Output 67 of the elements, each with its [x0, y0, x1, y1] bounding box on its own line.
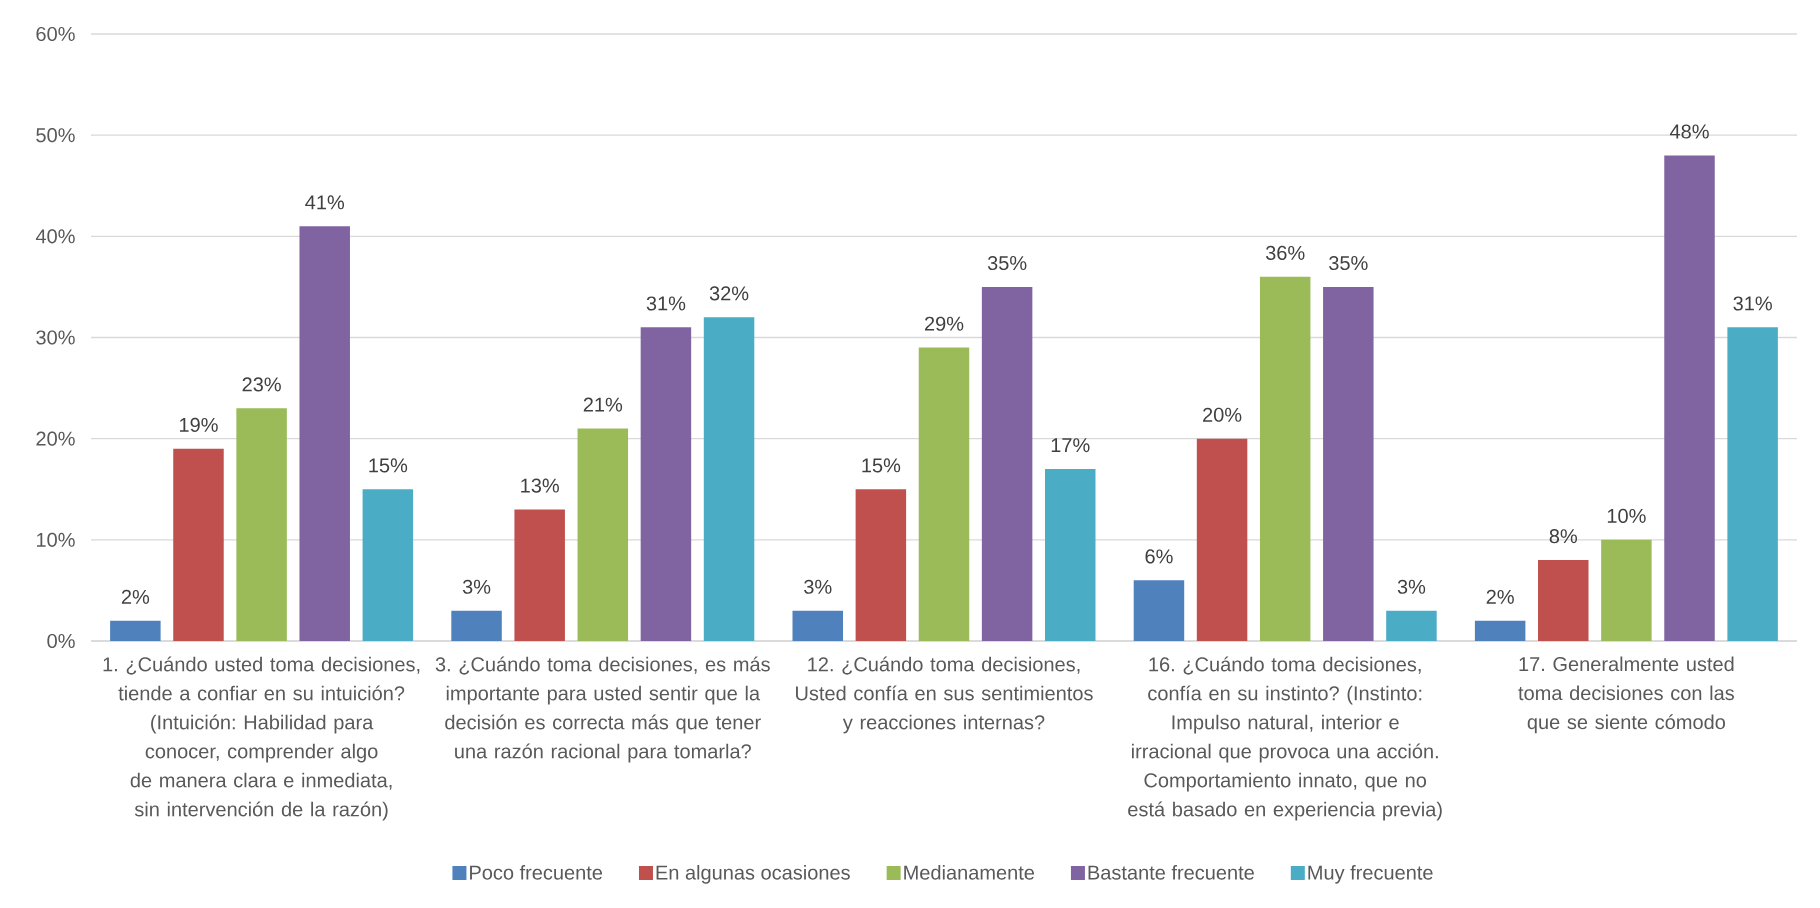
y-tick-label: 60%	[36, 26, 75, 42]
data-label: 2%	[1486, 589, 1514, 604]
data-label: 3%	[462, 579, 491, 594]
bar	[110, 620, 161, 641]
data-label: 41%	[305, 195, 345, 210]
data-label: 35%	[987, 255, 1027, 271]
bar	[577, 428, 629, 641]
data-label: 35%	[1329, 255, 1368, 271]
data-label: 3%	[804, 579, 832, 594]
y-tick-label: 0%	[47, 633, 75, 649]
data-label: 6%	[1145, 549, 1173, 564]
x-tick-label: 16. ¿Cuándo toma decisiones, confía en su instinto? (Instinto: Impulso natural, interior e irracional que provoca una acción. Comportamiento innato, que no está basado en experiencia previa)	[1128, 656, 1442, 821]
data-label: 31%	[646, 296, 686, 311]
bar	[792, 610, 843, 641]
y-tick-label: 30%	[36, 330, 75, 345]
bar	[514, 509, 565, 641]
bar	[1727, 327, 1778, 641]
x-tick-label: 12. ¿Cuándo toma decisiones, Usted confía en sus sentimientos y reacciones internas?	[796, 656, 1093, 734]
bar	[451, 610, 502, 641]
y-tick-label: 40%	[35, 229, 75, 244]
legend-label: Bastante frecuente	[1088, 865, 1254, 880]
bar	[1474, 620, 1526, 641]
bar	[299, 226, 350, 641]
data-label: 10%	[1607, 508, 1646, 524]
y-tick-label: 50%	[36, 128, 75, 143]
data-label: 29%	[924, 316, 964, 331]
data-label: 17%	[1051, 438, 1090, 453]
data-label: 3%	[1397, 579, 1426, 594]
data-label: 31%	[1733, 296, 1772, 311]
data-label: 19%	[180, 417, 218, 432]
y-tick-label: 10%	[36, 532, 75, 547]
bar	[918, 347, 970, 641]
bar	[236, 408, 287, 641]
data-label: 15%	[862, 458, 901, 473]
x-tick-label: 1. ¿Cuándo usted toma decisiones, tiende a confiar en su intuición? (Intuición: Habilidad para conocer, comprender algo de manera clara e inmediata, sin intervención de la razón)	[103, 656, 420, 821]
data-label: 8%	[1549, 529, 1578, 544]
bar	[703, 317, 755, 641]
data-label: 23%	[242, 377, 281, 392]
bar	[855, 489, 907, 641]
bar	[1259, 276, 1311, 641]
legend-label: Medianamente	[904, 865, 1035, 880]
legend-label: En algunas ocasiones	[656, 865, 850, 884]
bar	[1196, 438, 1248, 641]
data-label: 20%	[1203, 407, 1242, 422]
y-tick-label: 20%	[36, 431, 75, 446]
data-label: 32%	[709, 286, 749, 301]
data-label: 15%	[369, 458, 408, 473]
data-label: 48%	[1669, 124, 1709, 139]
bar	[1386, 610, 1437, 641]
legend-label: Poco frecuente	[470, 865, 603, 880]
data-label: 36%	[1265, 245, 1305, 260]
data-label: 2%	[121, 589, 150, 604]
bar	[1601, 539, 1652, 641]
bar	[640, 327, 692, 641]
bar	[981, 286, 1033, 641]
data-label: 13%	[521, 478, 559, 493]
x-tick-label: 17. Generalmente usted toma decisiones con las que se siente cómodo	[1518, 656, 1734, 734]
legend-label: Muy frecuente	[1308, 865, 1433, 884]
bar	[1323, 286, 1374, 641]
bar	[362, 489, 414, 641]
bar	[1538, 560, 1589, 641]
bar	[1664, 155, 1715, 641]
data-label: 21%	[583, 397, 623, 412]
x-tick-label: 3. ¿Cuándo toma decisiones, es más importante para usted sentir que la decisión es correcta más que tener una razón racional para tomarla?	[435, 656, 770, 763]
bar	[1133, 580, 1185, 641]
bar	[173, 448, 224, 641]
bar	[1044, 469, 1096, 641]
